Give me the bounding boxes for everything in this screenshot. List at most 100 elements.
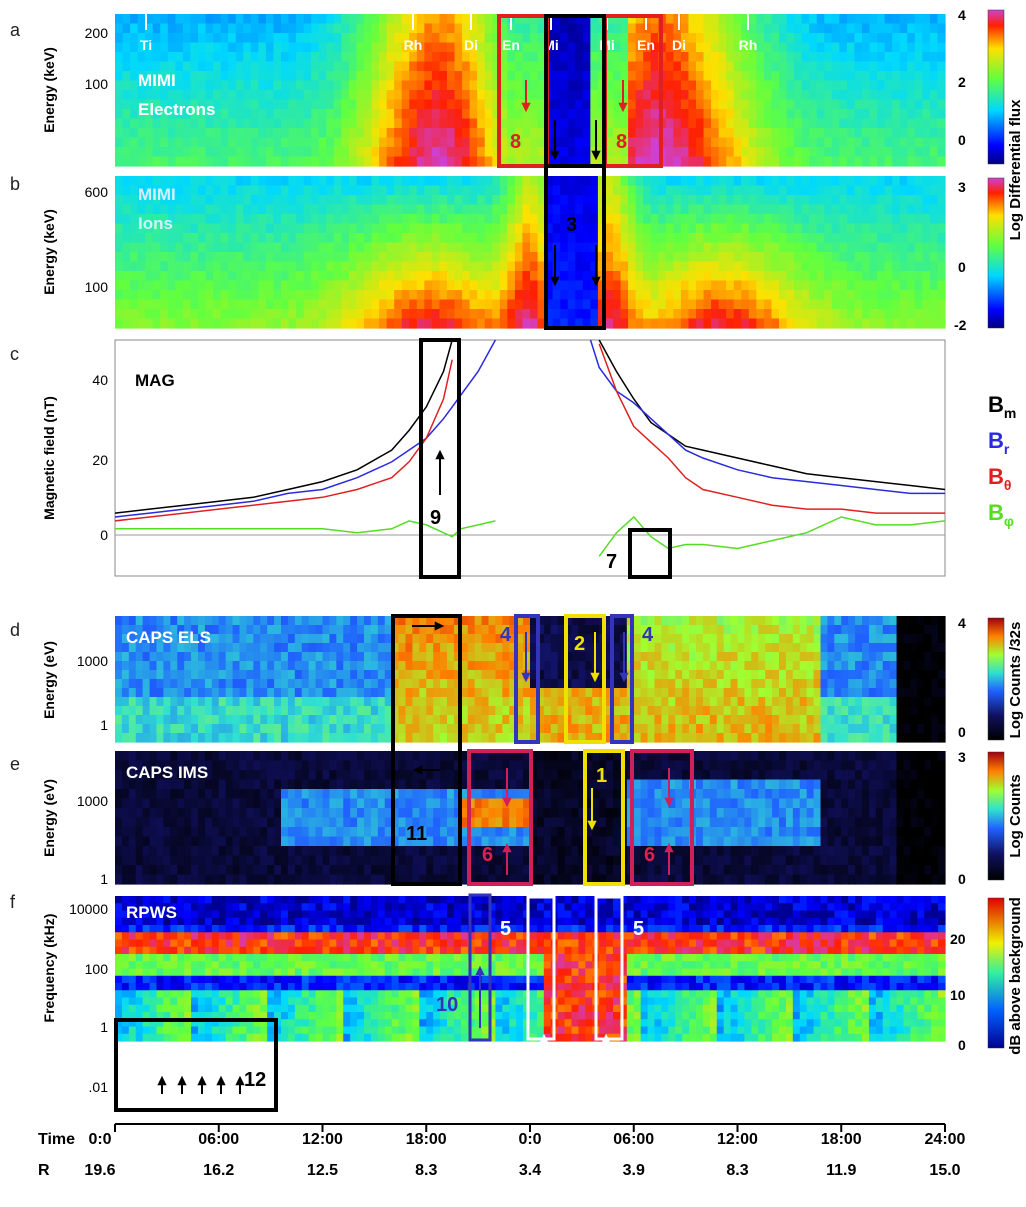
cbtick-a-4: 4	[958, 7, 966, 23]
cbtick-f-20: 20	[950, 931, 966, 947]
time-tick-label: 12:00	[717, 1131, 758, 1148]
ytick-c-40: 40	[92, 372, 108, 388]
annot-6-right: 6	[644, 844, 655, 866]
cbtick-b-m2: -2	[954, 317, 967, 333]
annot-3: 3	[566, 214, 577, 236]
cbtick-a-2: 2	[958, 74, 966, 90]
region-label-rh: Rh	[404, 37, 423, 53]
colorbar-caps-ims	[987, 751, 1005, 881]
time-tick-label: 0:0	[88, 1131, 111, 1148]
arrow-head	[157, 1075, 167, 1086]
panel-letter-b: b	[10, 174, 20, 194]
arrow-head	[435, 449, 445, 460]
panel-letter-d: d	[10, 620, 20, 640]
series-line-btheta	[114, 343, 945, 522]
panel-e-spectrogram	[115, 751, 946, 885]
ytick-e-1: 1	[100, 871, 108, 887]
arrow-head	[177, 1075, 187, 1086]
r-value-label: 12.5	[307, 1162, 338, 1179]
arrow-head	[434, 621, 445, 631]
arrow-head	[587, 820, 597, 831]
cbtick-e-0: 0	[958, 871, 966, 887]
r-value-label: 3.4	[519, 1162, 541, 1179]
time-tick-label: 0:0	[518, 1131, 541, 1148]
box-2	[564, 614, 606, 744]
ytick-c-20: 20	[92, 452, 108, 468]
colorbar-label-rpws: dB above background	[1007, 897, 1024, 1055]
arrow-head	[197, 1075, 207, 1086]
arrow-head	[550, 150, 560, 161]
ytick-e-1000: 1000	[77, 793, 108, 809]
ytick-a-100: 100	[85, 76, 109, 92]
arrow-head	[502, 797, 512, 808]
annot-5-right: 5	[633, 918, 644, 940]
ytick-f-001: .01	[89, 1079, 109, 1095]
time-tick-label: 06:00	[198, 1131, 239, 1148]
r-axis-label: R	[38, 1162, 50, 1179]
arrow-head	[591, 276, 601, 287]
panel-letter-a: a	[10, 20, 21, 40]
region-label-en: En	[502, 37, 520, 53]
box-1	[583, 749, 625, 886]
arrow-head	[412, 765, 423, 775]
cbtick-d-4: 4	[958, 615, 966, 631]
box-6-right	[630, 749, 694, 886]
colorbar-mimi-ions	[987, 177, 1005, 329]
r-value-label: 11.9	[826, 1162, 856, 1179]
cbtick-b-3: 3	[958, 179, 966, 195]
ytick-f-1: 1	[100, 1019, 108, 1035]
arrow-head	[591, 150, 601, 161]
legend-br: Br	[988, 428, 1010, 457]
colorbar-label-ims: Log Counts	[1007, 774, 1024, 857]
label-mimi-b: MIMI	[138, 185, 176, 204]
ytick-d-1: 1	[100, 717, 108, 733]
series-line-br	[114, 339, 945, 518]
r-value-label: 15.0	[929, 1162, 960, 1179]
ytick-f-10000: 10000	[69, 901, 108, 917]
box-5-left	[526, 895, 556, 1041]
arrow-head	[664, 797, 674, 808]
colorbar-rpws	[987, 897, 1005, 1049]
annot-7: 7	[606, 551, 617, 573]
arrow-head	[521, 102, 531, 113]
ytick-b-600: 600	[85, 184, 109, 200]
panel-a-spectrogram	[115, 14, 946, 167]
region-label-rh: Rh	[739, 37, 758, 53]
arrow-head	[235, 1075, 245, 1086]
cbtick-f-10: 10	[950, 987, 966, 1003]
ylabel-f: Frequency (kHz)	[41, 914, 57, 1023]
box-10	[468, 893, 492, 1042]
panel-c-frame	[114, 339, 946, 577]
label-mimi-a: MIMI	[138, 71, 176, 90]
box-11	[391, 614, 462, 886]
time-tick-label: 06:00	[613, 1131, 654, 1148]
colorbar-label-els: Log Counts /32s	[1007, 622, 1024, 739]
arrow-head	[216, 1075, 226, 1086]
time-tick-label: 12:00	[302, 1131, 343, 1148]
annot-11: 11	[406, 823, 427, 845]
arrow-head	[539, 1033, 549, 1044]
annot-12: 12	[244, 1069, 266, 1091]
r-value-label: 16.2	[203, 1162, 234, 1179]
annot-9: 9	[430, 507, 441, 529]
annot-1: 1	[596, 765, 607, 787]
time-tick-label: 24:00	[925, 1131, 966, 1148]
arrow-head	[590, 672, 600, 683]
box-4-left	[514, 614, 540, 744]
annot-8-left: 8	[510, 131, 521, 153]
legend-bphi: Bφ	[988, 500, 1014, 529]
colorbar-label-mimi: Log Differential flux	[1007, 99, 1024, 240]
arrow-head	[618, 102, 628, 113]
box-5-right	[594, 895, 624, 1041]
ylabel-e: Energy (eV)	[41, 779, 57, 857]
legend-btheta: Bθ	[988, 464, 1011, 493]
region-label-ti: Ti	[140, 37, 152, 53]
cbtick-b-0: 0	[958, 259, 966, 275]
label-electrons: Electrons	[138, 100, 215, 119]
region-label-di: Di	[672, 37, 686, 53]
label-mag: MAG	[135, 371, 175, 390]
annot-10: 10	[436, 994, 458, 1016]
arrow-head	[619, 672, 629, 683]
panel-letter-f: f	[10, 892, 16, 912]
